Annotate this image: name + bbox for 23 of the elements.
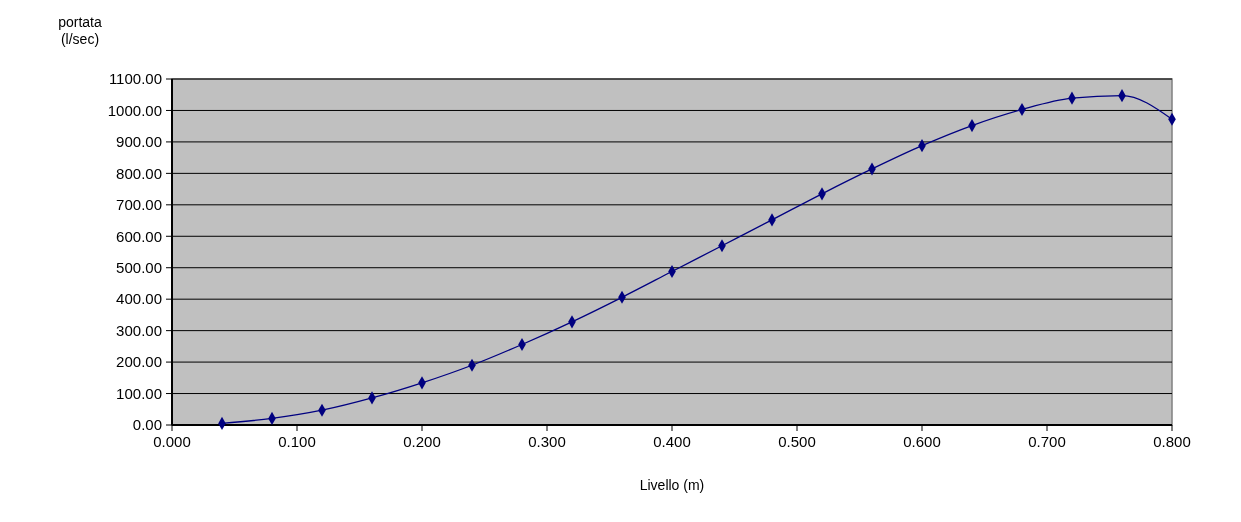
y-tick-label: 400.00 <box>116 290 162 308</box>
y-tick-label: 1100.00 <box>108 70 162 88</box>
y-tick-label: 200.00 <box>116 353 162 371</box>
x-axis-title: Livello (m) <box>639 477 705 493</box>
y-tick-label: 800.00 <box>116 164 162 182</box>
x-tick-label: 0.300 <box>528 433 566 450</box>
y-tick-label: 0.00 <box>132 416 162 434</box>
y-tick-label: 300.00 <box>116 321 162 339</box>
x-tick-label: 0.700 <box>1028 433 1066 450</box>
x-tick-label: 0.600 <box>903 433 941 450</box>
x-tick-label: 0.200 <box>403 433 441 450</box>
y-tick-label: 1000.00 <box>107 101 162 119</box>
y-tick-label: 900.00 <box>116 133 162 151</box>
x-tick-label: 0.500 <box>778 433 816 450</box>
x-tick-label: 0.100 <box>278 433 316 450</box>
y-tick-label: 100.00 <box>116 384 162 402</box>
y-axis-title: portata (l/sec) <box>58 14 102 47</box>
x-tick-label: 0.800 <box>1153 433 1191 450</box>
y-tick-label: 700.00 <box>116 196 162 214</box>
y-tick-label: 600.00 <box>116 227 162 245</box>
x-tick-label: 0.000 <box>153 433 191 450</box>
x-tick-label: 0.400 <box>653 433 691 450</box>
y-tick-label: 500.00 <box>116 258 162 276</box>
